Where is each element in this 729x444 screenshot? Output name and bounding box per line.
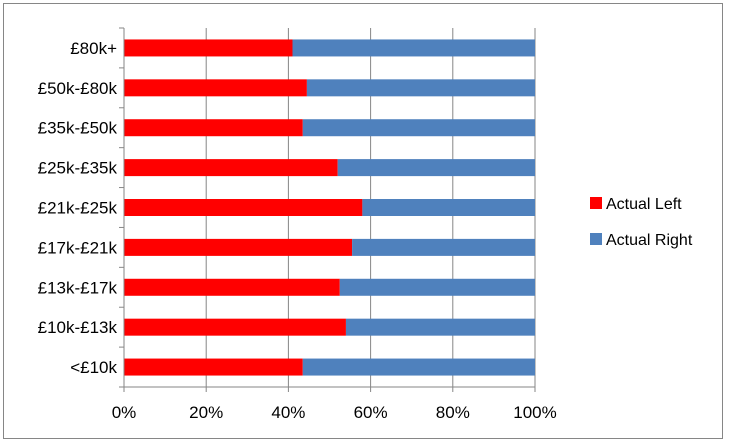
bar-actual-left — [124, 358, 303, 376]
y-tick-label: £17k-£21k — [38, 238, 118, 257]
legend-swatch — [590, 233, 602, 245]
bar-actual-right — [339, 278, 535, 296]
bar-actual-left — [124, 318, 346, 336]
axes — [119, 27, 536, 392]
y-tick-label: <£10k — [70, 358, 117, 377]
legend-swatch — [590, 197, 602, 209]
y-tick-label: £35k-£50k — [38, 119, 118, 138]
x-tick-label: 0% — [112, 403, 137, 422]
bar-actual-right — [302, 358, 535, 376]
bar-actual-left — [124, 278, 340, 296]
bar-actual-left — [124, 119, 303, 137]
bar-actual-left — [124, 159, 338, 177]
y-tick-labels: £80k+ £50k-£80k £35k-£50k £25k-£35k £21k-£25… — [38, 39, 118, 377]
bar-actual-left — [124, 39, 293, 57]
legend-label: Actual Right — [606, 232, 693, 249]
x-tick-label: 100% — [513, 403, 556, 422]
bar-actual-right — [337, 159, 535, 177]
y-tick-label: £10k-£13k — [38, 318, 118, 337]
y-tick-label: £21k-£25k — [38, 199, 118, 218]
bar-actual-left — [124, 199, 363, 216]
bar-actual-left — [124, 79, 307, 97]
bar-actual-right — [362, 199, 535, 216]
y-tick-label: £25k-£35k — [38, 159, 118, 178]
bar-actual-right — [302, 119, 535, 137]
x-tick-label: 60% — [354, 403, 388, 422]
x-tick-label: 80% — [436, 403, 470, 422]
legend: Actual Left Actual Right — [590, 196, 693, 249]
bar-actual-right — [306, 79, 535, 97]
x-tick-label: 20% — [189, 403, 223, 422]
y-tick-label: £13k-£17k — [38, 278, 118, 297]
x-tick-labels: 0% 20% 40% 60% 80% 100% — [112, 403, 557, 422]
legend-label: Actual Left — [606, 196, 682, 213]
bars — [124, 39, 535, 376]
bar-actual-left — [124, 238, 353, 256]
bar-actual-right — [345, 318, 535, 336]
y-tick-label: £50k-£80k — [38, 79, 118, 98]
bar-actual-right — [352, 238, 535, 256]
y-tick-label: £80k+ — [70, 39, 117, 58]
bar-actual-right — [292, 39, 535, 57]
x-tick-label: 40% — [271, 403, 305, 422]
